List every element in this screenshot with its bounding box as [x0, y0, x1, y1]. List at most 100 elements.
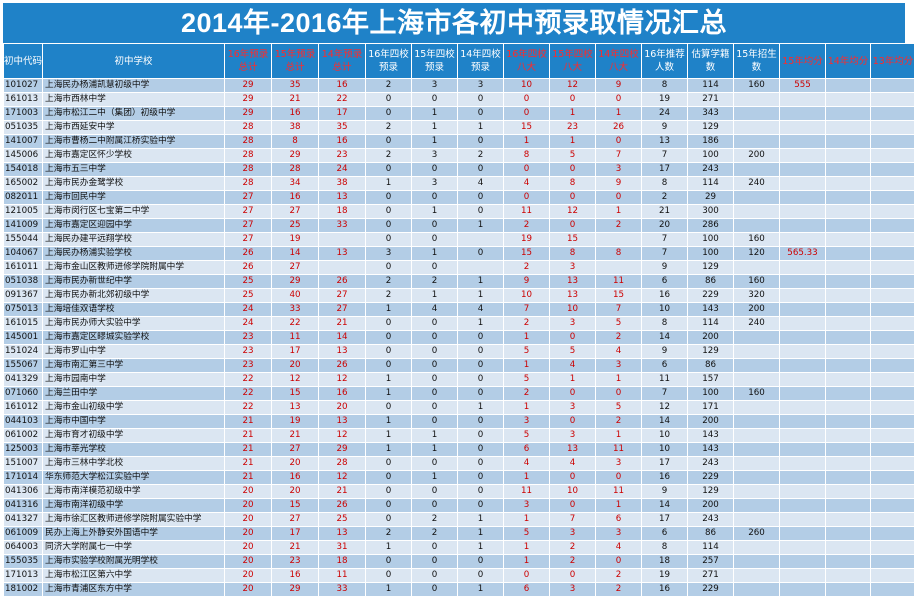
value-cell: 171 — [687, 400, 734, 415]
value-cell: 229 — [687, 470, 734, 485]
value-cell: 24 — [224, 316, 272, 331]
value-cell: 23 — [271, 554, 319, 569]
table-row: 145001 上海市嘉定区疁城实验学校 23 11 14 0 0 0 1 0 2 14 200 — [3, 330, 914, 345]
value-cell: 143 — [687, 442, 734, 457]
value-cell: 0 — [411, 400, 458, 415]
table-row: 171013 上海市松江区第六中学 20 16 11 0 0 0 0 0 2 19 271 — [3, 568, 914, 583]
value-cell — [870, 554, 914, 569]
value-cell: 0 — [411, 582, 458, 597]
school-name-cell: 上海市罗山中学 — [42, 344, 225, 359]
value-cell — [733, 540, 780, 555]
value-cell: 0 — [365, 568, 412, 583]
value-cell: 300 — [687, 204, 734, 219]
value-cell: 0 — [365, 330, 412, 345]
value-cell: 7 — [641, 232, 688, 247]
value-cell — [779, 274, 826, 289]
value-cell — [870, 288, 914, 303]
value-cell: 343 — [687, 106, 734, 121]
value-cell: 129 — [687, 120, 734, 135]
school-code-cell: 051035 — [3, 120, 43, 135]
value-cell: 7 — [641, 246, 688, 261]
value-cell — [779, 260, 826, 275]
value-cell — [825, 204, 871, 219]
value-cell — [870, 512, 914, 527]
value-cell: 15 — [503, 246, 550, 261]
value-cell: 0 — [411, 190, 458, 205]
table-row: 151024 上海市罗山中学 23 17 13 0 0 0 5 5 4 9 129 — [3, 344, 914, 359]
value-cell: 0 — [411, 92, 458, 107]
value-cell: 1 — [411, 470, 458, 485]
value-cell — [870, 386, 914, 401]
column-header: 16年四校预录 — [365, 43, 412, 79]
school-code-cell: 061002 — [3, 428, 43, 443]
school-code-cell: 061009 — [3, 526, 43, 541]
value-cell — [870, 162, 914, 177]
value-cell: 11 — [503, 204, 550, 219]
value-cell: 5 — [503, 428, 550, 443]
school-name-cell: 上海市西林中学 — [42, 92, 225, 107]
value-cell — [779, 358, 826, 373]
value-cell: 1 — [549, 134, 596, 149]
value-cell: 4 — [549, 358, 596, 373]
value-cell: 0 — [457, 330, 504, 345]
value-cell: 9 — [641, 260, 688, 275]
school-code-cell: 151024 — [3, 344, 43, 359]
value-cell: 0 — [457, 442, 504, 457]
table-row: 154018 上海市五三中学 28 28 24 0 0 0 0 0 3 17 243 — [3, 162, 914, 177]
value-cell: 13 — [318, 414, 366, 429]
value-cell — [779, 120, 826, 135]
value-cell: 0 — [549, 162, 596, 177]
value-cell — [825, 568, 871, 583]
value-cell: 21 — [271, 92, 319, 107]
value-cell: 20 — [224, 484, 272, 499]
value-cell: 5 — [549, 344, 596, 359]
value-cell: 26 — [224, 260, 272, 275]
value-cell: 0 — [411, 498, 458, 513]
value-cell: 27 — [224, 190, 272, 205]
value-cell — [870, 358, 914, 373]
value-cell: 3 — [365, 246, 412, 261]
value-cell: 2 — [503, 260, 550, 275]
column-header: 15年招生数 — [733, 43, 780, 79]
value-cell: 120 — [733, 246, 780, 261]
value-cell: 200 — [733, 302, 780, 317]
value-cell: 27 — [224, 204, 272, 219]
value-cell — [870, 330, 914, 345]
value-cell — [779, 526, 826, 541]
value-cell: 28 — [224, 120, 272, 135]
value-cell: 0 — [457, 92, 504, 107]
table-row: 044103 上海市中国中学 21 19 13 1 0 0 3 0 2 14 200 — [3, 414, 914, 429]
value-cell: 1 — [503, 330, 550, 345]
school-code-cell: 051038 — [3, 274, 43, 289]
value-cell: 20 — [224, 512, 272, 527]
value-cell: 1 — [457, 288, 504, 303]
table-row: 171003 上海市松江二中（集团）初级中学 29 16 17 0 1 0 0 1 1 24 343 — [3, 106, 914, 121]
value-cell: 1 — [503, 134, 550, 149]
value-cell: 23 — [318, 148, 366, 163]
value-cell: 2 — [411, 526, 458, 541]
value-cell: 1 — [595, 372, 642, 387]
value-cell — [779, 456, 826, 471]
value-cell — [825, 498, 871, 513]
value-cell: 14 — [641, 330, 688, 345]
value-cell: 0 — [411, 386, 458, 401]
value-cell: 12 — [641, 400, 688, 415]
column-header: 14年预录总计 — [318, 43, 366, 79]
table-row: 121005 上海市闵行区七宝第二中学 27 27 18 0 1 0 11 12 1 21 300 — [3, 204, 914, 219]
value-cell — [825, 470, 871, 485]
value-cell: 240 — [733, 176, 780, 191]
value-cell — [870, 134, 914, 149]
value-cell: 271 — [687, 568, 734, 583]
value-cell: 9 — [641, 344, 688, 359]
value-cell — [870, 442, 914, 457]
value-cell — [825, 260, 871, 275]
value-cell: 0 — [457, 204, 504, 219]
value-cell: 0 — [411, 372, 458, 387]
value-cell: 19 — [641, 92, 688, 107]
table-row: 091367 上海市民办新北郊初级中学 25 40 27 2 1 1 10 13 15 16 229 32… — [3, 288, 914, 303]
value-cell: 10 — [641, 428, 688, 443]
value-cell — [457, 260, 504, 275]
value-cell: 5 — [595, 316, 642, 331]
value-cell: 16 — [271, 568, 319, 583]
value-cell: 1 — [595, 428, 642, 443]
